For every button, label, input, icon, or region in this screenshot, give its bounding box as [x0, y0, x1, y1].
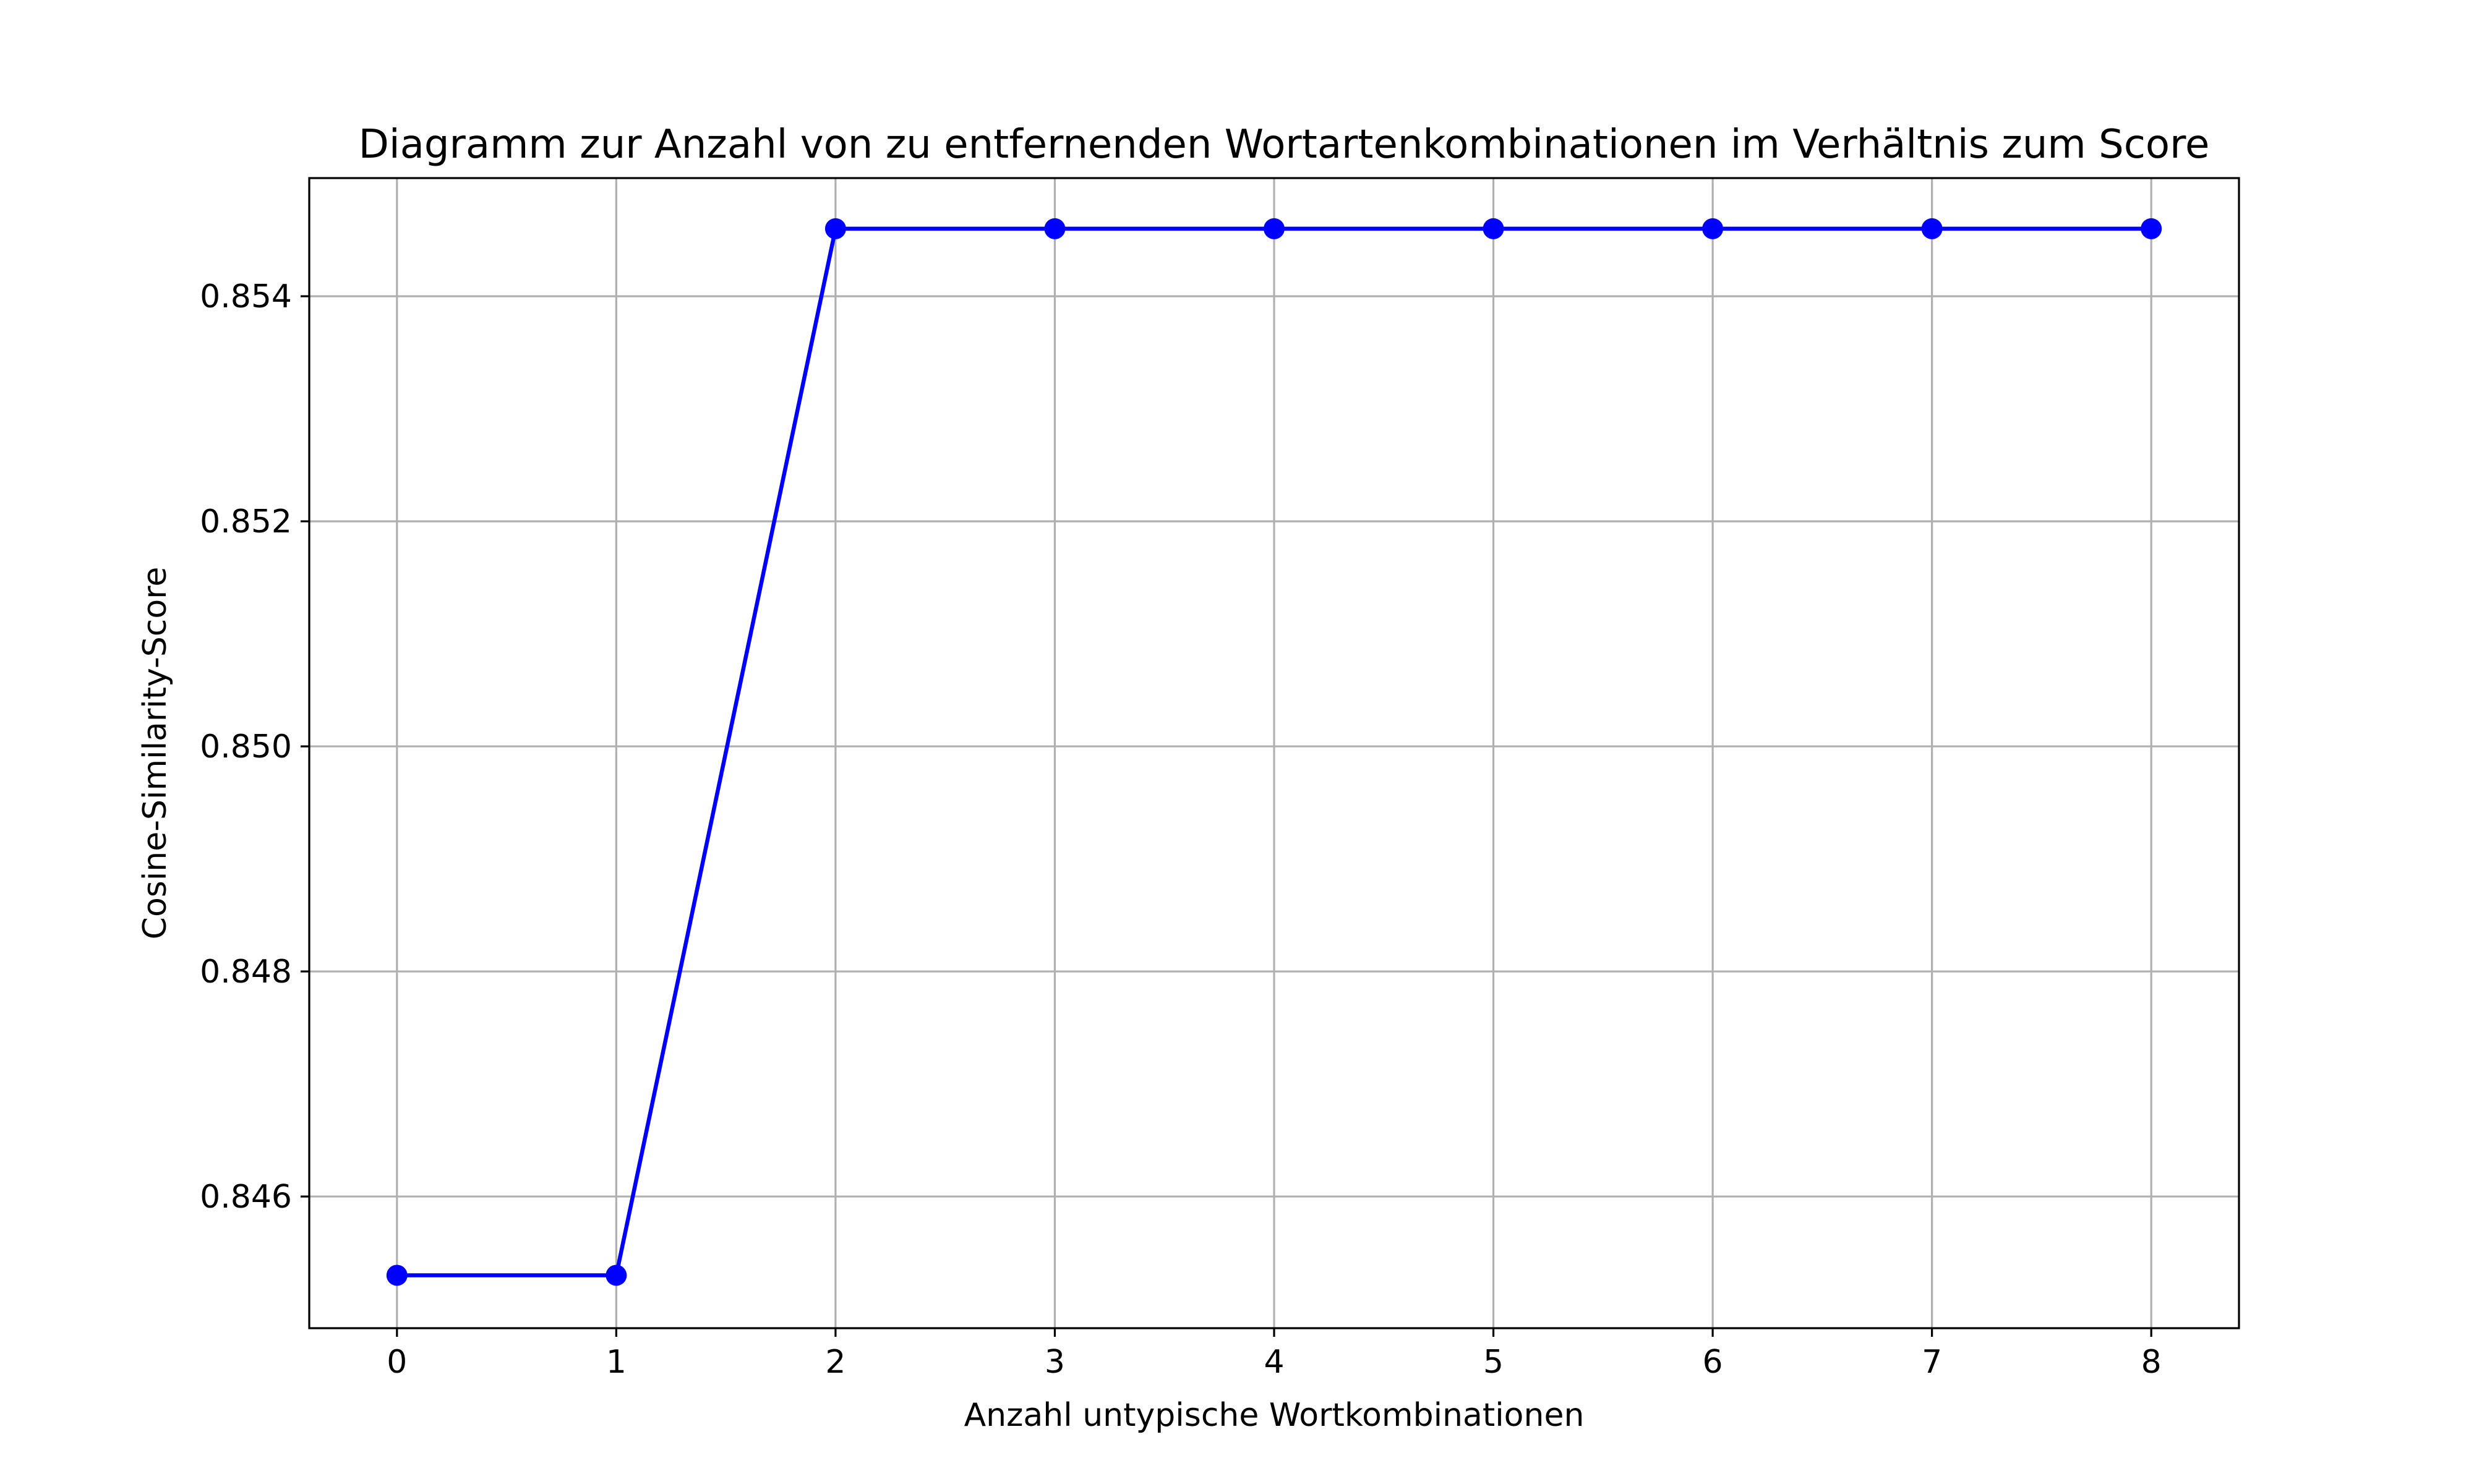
grid [309, 178, 2239, 1328]
x-tick-label: 2 [825, 1344, 845, 1381]
data-point [1483, 218, 1504, 239]
y-tick-label: 0.850 [200, 728, 292, 765]
x-tick-label: 5 [1483, 1344, 1504, 1381]
series-layer [386, 218, 2162, 1286]
y-tick-label: 0.854 [200, 278, 292, 315]
data-point [824, 218, 846, 239]
data-point [1264, 218, 1285, 239]
y-tick-label: 0.846 [200, 1179, 292, 1216]
axis-ticks: 0 1 2 3 4 5 6 7 8 0.846 0.848 0.850 0.852 0.854 [200, 278, 2162, 1381]
data-point [386, 1264, 408, 1286]
x-tick-label: 4 [1264, 1344, 1284, 1381]
x-tick-label: 0 [387, 1344, 407, 1381]
x-axis-label: Anzahl untypische Wortkombinationen [964, 1397, 1585, 1434]
x-tick-label: 1 [606, 1344, 627, 1381]
data-point [1702, 218, 1724, 239]
x-tick-label: 6 [1703, 1344, 1723, 1381]
y-tick-label: 0.852 [200, 503, 292, 540]
y-axis-label: Cosine-Similarity-Score [137, 567, 174, 940]
x-tick-label: 7 [1922, 1344, 1942, 1381]
y-tick-label: 0.848 [200, 953, 292, 991]
x-tick-label: 3 [1045, 1344, 1065, 1381]
plot-frame [308, 177, 2240, 1329]
chart-title: Diagramm zur Anzahl von zu entfernenden … [359, 122, 2210, 168]
data-point [1044, 218, 1066, 239]
data-point [2141, 218, 2162, 239]
data-point [1921, 218, 1943, 239]
data-point [606, 1264, 627, 1286]
x-tick-label: 8 [2141, 1344, 2162, 1381]
